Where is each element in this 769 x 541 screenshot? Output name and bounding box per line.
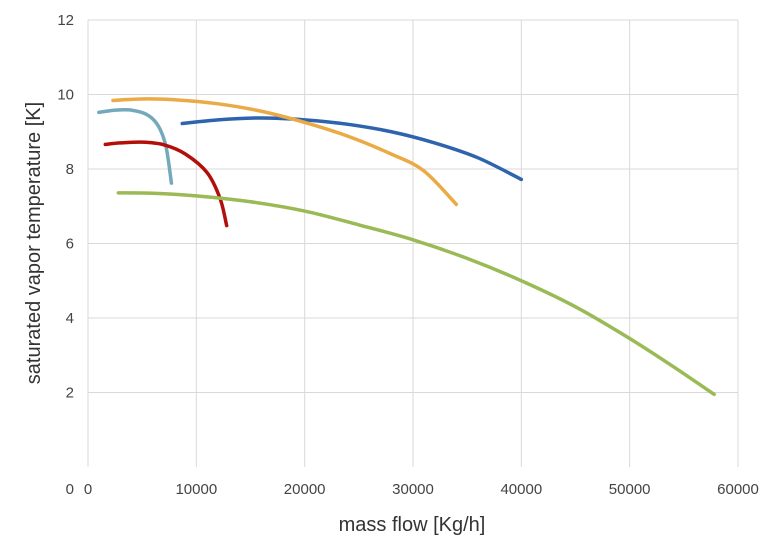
- x-tick-label: 40000: [500, 481, 542, 498]
- series-line-2: [111, 97, 459, 207]
- x-tick-label: 0: [84, 481, 92, 498]
- x-tick-label: 30000: [392, 481, 434, 498]
- y-tick-label: 12: [57, 12, 74, 29]
- series-line-3: [97, 107, 174, 185]
- x-tick-label: 50000: [609, 481, 651, 498]
- series-line-1: [180, 116, 524, 182]
- y-tick-label: 0: [66, 481, 74, 498]
- tick-labels: 0 10000 20000 30000 40000 50000 60000 0 2 4 6 8 10 12: [57, 12, 759, 498]
- y-tick-label: 2: [66, 385, 74, 402]
- x-tick-label: 60000: [717, 481, 759, 498]
- y-axis-title: saturated vapor temperature [K]: [23, 102, 45, 384]
- series-line-5: [116, 191, 716, 397]
- y-tick-label: 6: [66, 236, 74, 253]
- series-group: [97, 97, 716, 397]
- y-tick-label: 4: [66, 310, 74, 327]
- grid: [87, 19, 739, 467]
- y-tick-label: 8: [66, 161, 74, 178]
- x-tick-label: 10000: [175, 481, 217, 498]
- y-tick-label: 10: [57, 87, 74, 104]
- x-axis-title: mass flow [Kg/h]: [339, 514, 486, 536]
- x-tick-label: 20000: [284, 481, 326, 498]
